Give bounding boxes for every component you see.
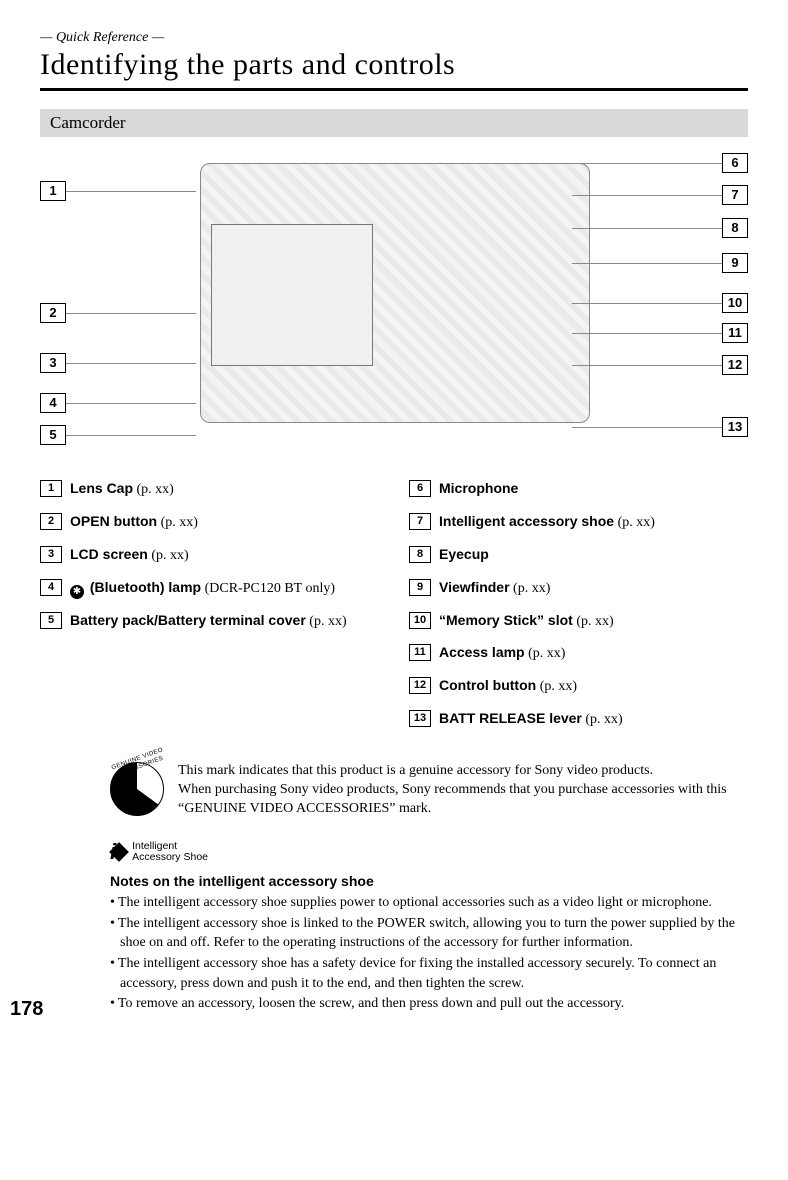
part-number-box: 12 [409, 677, 431, 694]
note-item: The intelligent accessory shoe has a saf… [110, 954, 748, 993]
callout-7: 7 [722, 185, 748, 205]
part-item-8: 8 Eyecup [409, 545, 748, 566]
notes-heading: Notes on the intelligent accessory shoe [110, 872, 748, 892]
part-number-box: 6 [409, 480, 431, 497]
part-item-5: 5 Battery pack/Battery terminal cover (p.… [40, 611, 379, 632]
callout-8: 8 [722, 218, 748, 238]
notes-list: The intelligent accessory shoe supplies … [110, 893, 748, 1014]
part-text: Battery pack/Battery terminal cover (p. … [70, 611, 379, 632]
part-text: Control button (p. xx) [439, 676, 748, 697]
part-item-6: 6 Microphone [409, 479, 748, 500]
note-item: The intelligent accessory shoe is linked… [110, 914, 748, 953]
part-text: Access lamp (p. xx) [439, 643, 748, 664]
bluetooth-icon: ✱ [70, 585, 84, 599]
callout-2: 2 [40, 303, 66, 323]
callout-1: 1 [40, 181, 66, 201]
part-number-box: 1 [40, 480, 62, 497]
callout-3: 3 [40, 353, 66, 373]
part-item-9: 9 Viewfinder (p. xx) [409, 578, 748, 599]
note-item: To remove an accessory, loosen the screw… [110, 994, 748, 1014]
parts-column-left: 1 Lens Cap (p. xx) 2 OPEN button (p. xx) 3 LC… [40, 479, 379, 742]
part-item-10: 10 “Memory Stick” slot (p. xx) [409, 611, 748, 632]
part-number-box: 9 [409, 579, 431, 596]
part-item-13: 13 BATT RELEASE lever (p. xx) [409, 709, 748, 730]
part-item-12: 12 Control button (p. xx) [409, 676, 748, 697]
ias-logo: i IntelligentAccessory Shoe [110, 837, 748, 868]
note-item: The intelligent accessory shoe supplies … [110, 893, 748, 913]
callout-9: 9 [722, 253, 748, 273]
part-number-box: 8 [409, 546, 431, 563]
part-number-box: 11 [409, 644, 431, 661]
part-item-2: 2 OPEN button (p. xx) [40, 512, 379, 533]
intelligent-accessory-shoe-block: i IntelligentAccessory Shoe Notes on the… [110, 837, 748, 1014]
part-number-box: 4 [40, 579, 62, 596]
callout-11: 11 [722, 323, 748, 343]
parts-column-right: 6 Microphone 7 Intelligent accessory shoe (… [409, 479, 748, 742]
camcorder-illustration [200, 163, 590, 423]
ias-logo-text: IntelligentAccessory Shoe [132, 841, 208, 863]
part-text: OPEN button (p. xx) [70, 512, 379, 533]
genuine-video-accessories-logo: GENUINE VIDEO ACCESSORIES [110, 762, 164, 816]
subheading-camcorder: Camcorder [40, 109, 748, 137]
callout-10: 10 [722, 293, 748, 313]
gva-arc-text: GENUINE VIDEO ACCESSORIES [104, 744, 174, 783]
part-item-4: 4 ✱ (Bluetooth) lamp (DCR-PC120 BT only) [40, 578, 379, 599]
page-number: 178 [10, 998, 43, 1021]
part-text: Lens Cap (p. xx) [70, 479, 379, 500]
callout-13: 13 [722, 417, 748, 437]
callout-12: 12 [722, 355, 748, 375]
part-number-box: 2 [40, 513, 62, 530]
camcorder-diagram: 12345678910111213 [40, 153, 748, 463]
parts-list: 1 Lens Cap (p. xx) 2 OPEN button (p. xx) 3 LC… [40, 479, 748, 742]
part-number-box: 13 [409, 710, 431, 727]
part-text: BATT RELEASE lever (p. xx) [439, 709, 748, 730]
title-rule [40, 88, 748, 91]
part-number-box: 10 [409, 612, 431, 629]
callout-6: 6 [722, 153, 748, 173]
part-number-box: 5 [40, 612, 62, 629]
part-text: “Memory Stick” slot (p. xx) [439, 611, 748, 632]
part-text: LCD screen (p. xx) [70, 545, 379, 566]
part-item-7: 7 Intelligent accessory shoe (p. xx) [409, 512, 748, 533]
part-text: Viewfinder (p. xx) [439, 578, 748, 599]
part-number-box: 7 [409, 513, 431, 530]
part-number-box: 3 [40, 546, 62, 563]
part-text: Eyecup [439, 545, 748, 566]
callout-5: 5 [40, 425, 66, 445]
part-text: Intelligent accessory shoe (p. xx) [439, 512, 748, 533]
part-text: ✱ (Bluetooth) lamp (DCR-PC120 BT only) [70, 578, 379, 599]
part-item-3: 3 LCD screen (p. xx) [40, 545, 379, 566]
ias-mark-icon: i [110, 837, 126, 868]
part-item-1: 1 Lens Cap (p. xx) [40, 479, 379, 500]
part-item-11: 11 Access lamp (p. xx) [409, 643, 748, 664]
callout-4: 4 [40, 393, 66, 413]
part-text: Microphone [439, 479, 748, 500]
section-label: — Quick Reference — [40, 30, 748, 46]
genuine-accessories-block: GENUINE VIDEO ACCESSORIES This mark indi… [110, 762, 748, 819]
page-title: Identifying the parts and controls [40, 48, 748, 82]
gva-description: This mark indicates that this product is… [178, 762, 748, 819]
